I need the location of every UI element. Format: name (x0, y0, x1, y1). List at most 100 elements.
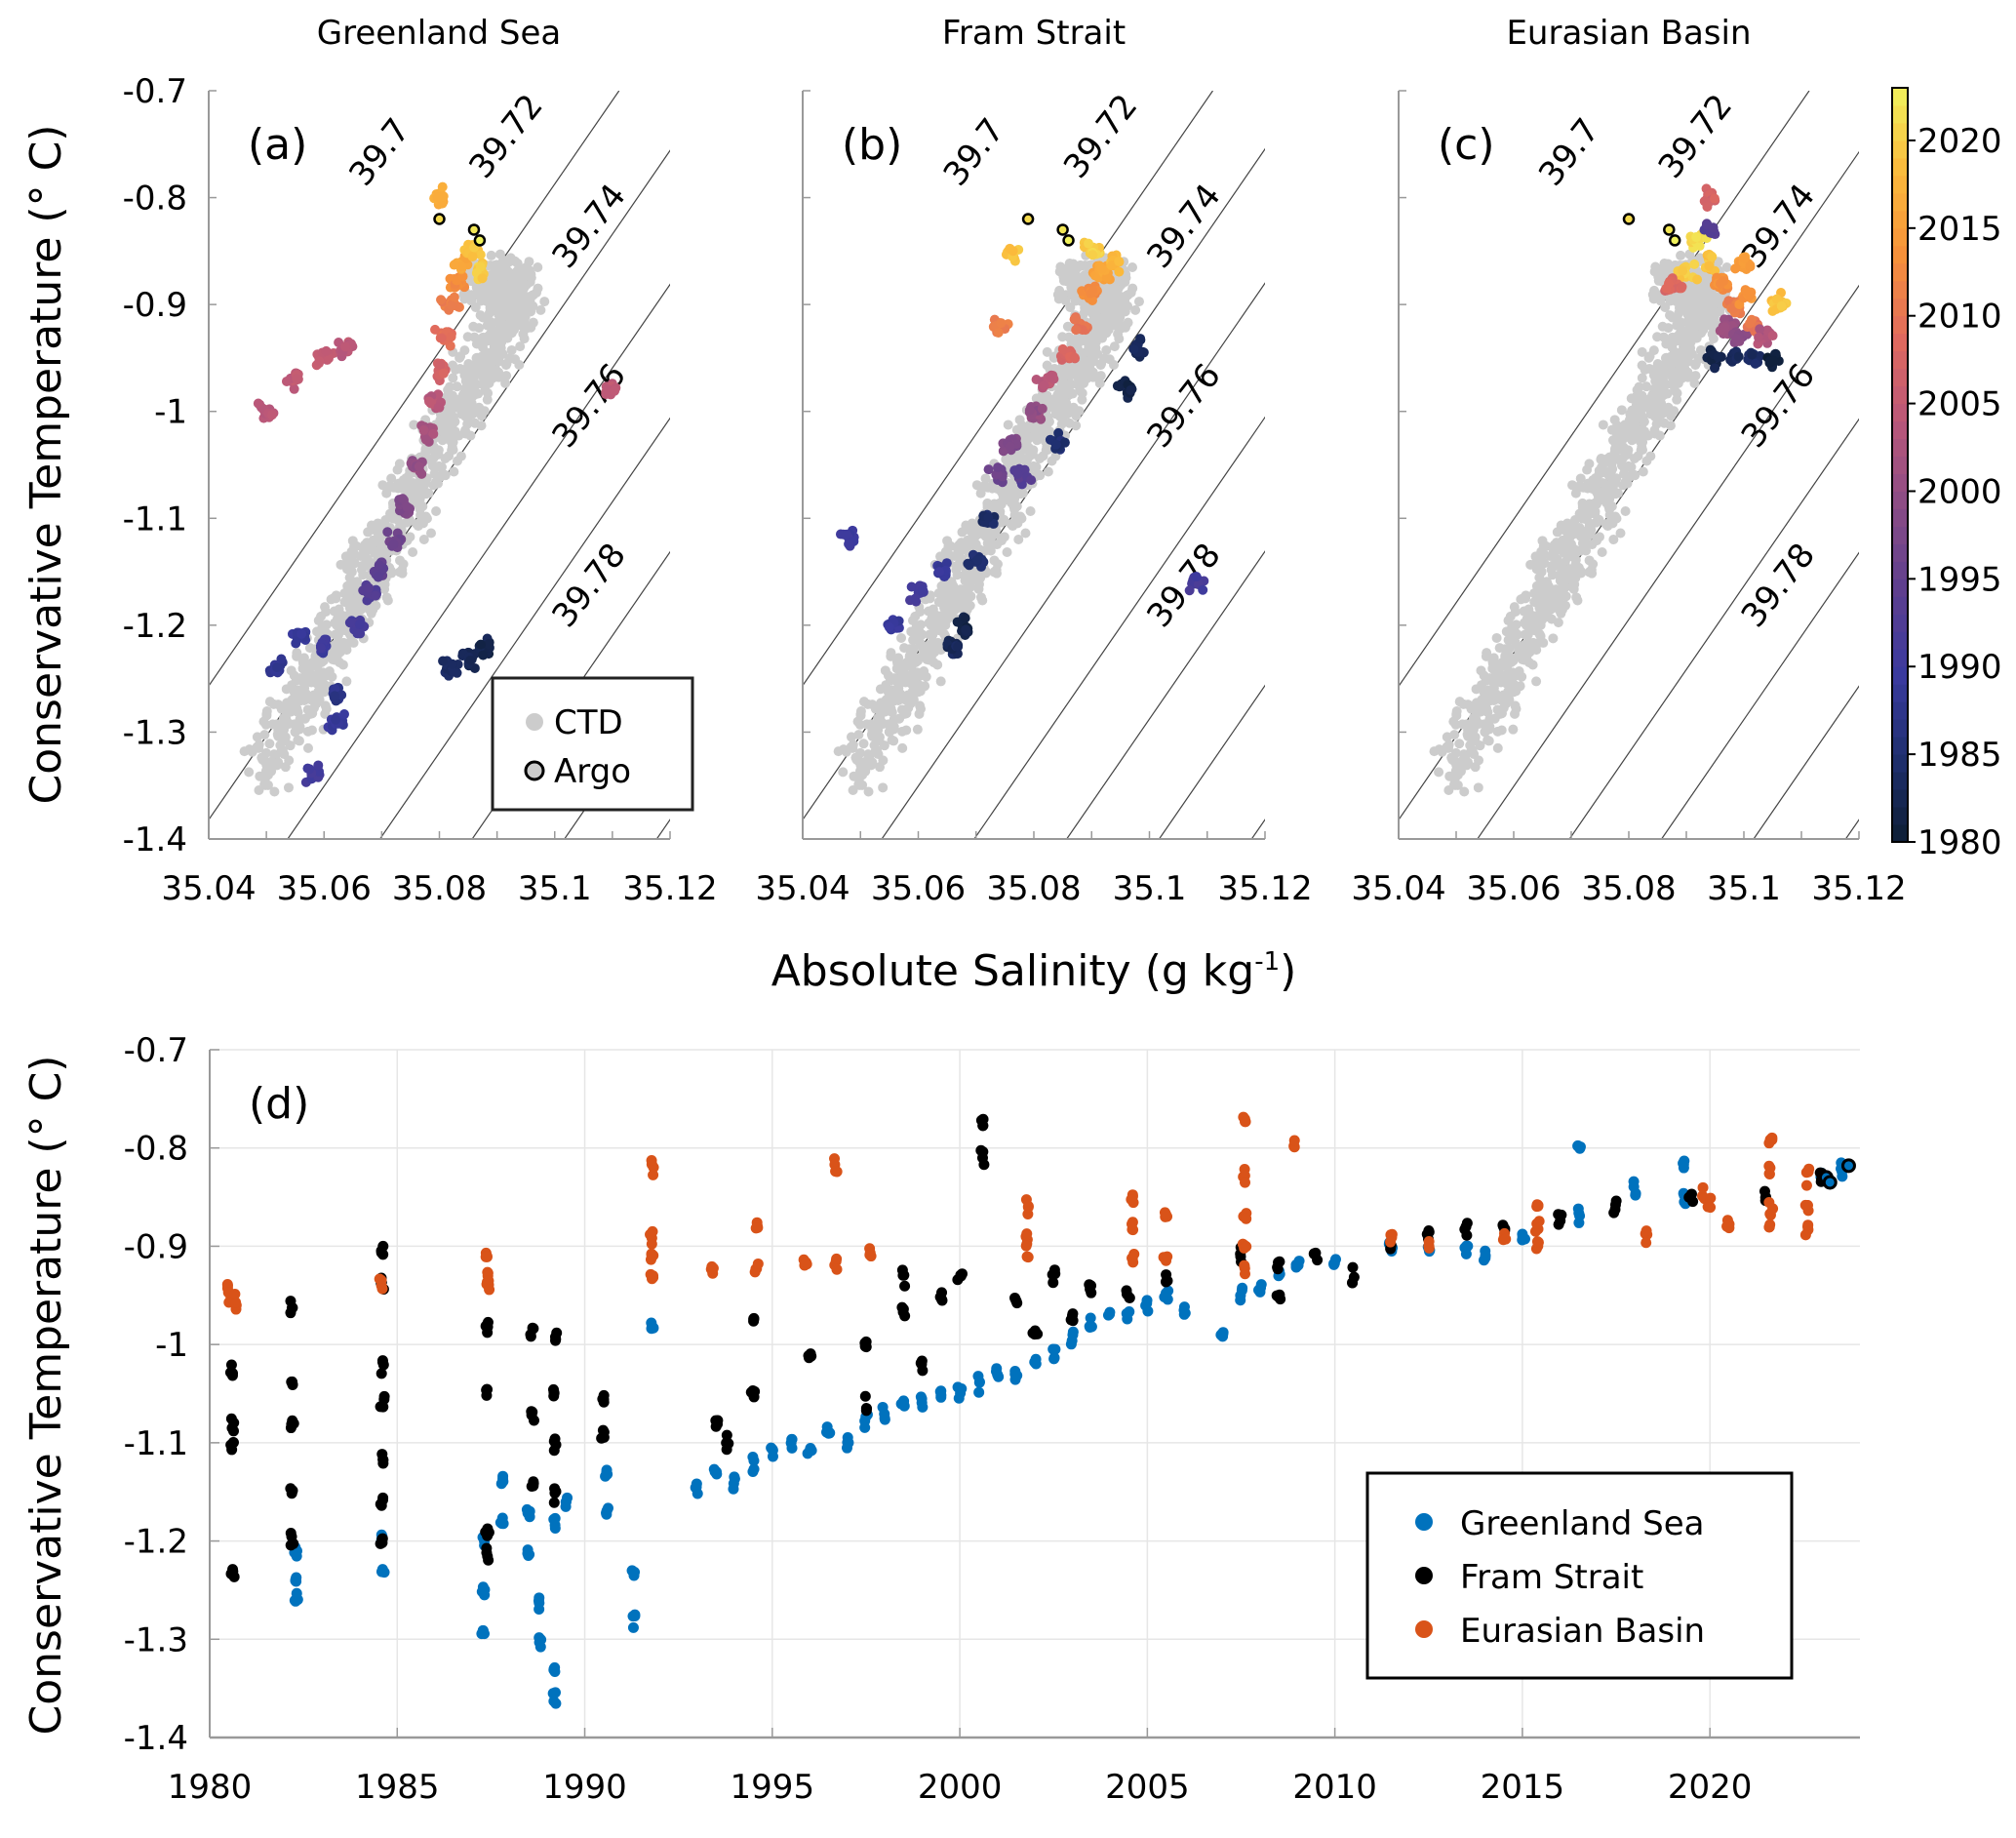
data-point (821, 1426, 833, 1438)
isopycnal-label: 39.72 (1056, 87, 1145, 185)
ctd-point (1537, 580, 1548, 591)
data-point (1572, 1203, 1584, 1215)
isopycnal-line (973, 416, 1265, 839)
x-tick-label: 35.12 (1217, 869, 1312, 908)
profile-point (1114, 266, 1125, 277)
ctd-point (1570, 555, 1581, 566)
ctd-point (1552, 559, 1562, 570)
ctd-point (1077, 387, 1087, 398)
ctd-point (1020, 528, 1031, 539)
ctd-point (1577, 500, 1588, 511)
profile-point (449, 666, 459, 677)
ctd-point (1498, 702, 1509, 713)
ctd-point (1467, 744, 1478, 755)
ctd-point (500, 378, 511, 388)
profile-point (1730, 263, 1741, 274)
ctd-point (1089, 310, 1100, 321)
ctd-point (264, 739, 275, 749)
ctd-point (1661, 352, 1672, 363)
profile-point (314, 356, 325, 367)
profile-point (456, 261, 467, 272)
ctd-point (1663, 323, 1674, 334)
ctd-point (871, 744, 882, 755)
ctd-point (292, 648, 302, 659)
ctd-point (899, 643, 910, 654)
ctd-point (1127, 261, 1137, 272)
panel-a-title: Greenland Sea (317, 14, 562, 53)
ctd-point (858, 739, 869, 749)
ctd-point (1514, 645, 1524, 656)
series-greenland-sea (289, 1139, 1848, 1709)
profile-point (906, 581, 917, 592)
data-point (496, 1518, 508, 1530)
ctd-point (1028, 460, 1039, 471)
ctd-point (286, 665, 296, 676)
bottom-ylabel: Conservative Temperature (° C) (21, 1056, 71, 1736)
ctd-point (1676, 250, 1686, 260)
profile-point (1135, 334, 1146, 344)
ctd-point (476, 420, 487, 431)
profile-point (438, 656, 449, 666)
ctd-point (1700, 292, 1711, 302)
profile-point (1713, 351, 1723, 362)
ctd-point (461, 382, 472, 393)
colorbar-segment (1892, 719, 1908, 738)
ctd-point (1587, 568, 1598, 579)
isopycnal-label: 39.78 (1139, 536, 1228, 634)
ctd-point (1620, 477, 1631, 488)
profile-point (1708, 222, 1719, 233)
ctd-point (473, 388, 484, 399)
profile-point (983, 512, 994, 523)
ctd-point (897, 742, 908, 753)
profile-point (414, 461, 424, 472)
colorbar-segment (1892, 157, 1908, 177)
ctd-point (379, 579, 390, 589)
ctd-point (1547, 570, 1558, 580)
profile-point (918, 584, 929, 595)
profile-point (438, 191, 449, 202)
argo-point (1062, 234, 1075, 247)
profile-point (435, 359, 446, 370)
ctd-point (855, 709, 866, 720)
ctd-point (1608, 535, 1619, 545)
ctd-point (1031, 393, 1042, 404)
ctd-point (1054, 285, 1065, 296)
ctd-point (373, 518, 383, 529)
profile-point (1050, 439, 1061, 450)
ctd-point (894, 713, 905, 724)
ctd-point (1565, 539, 1576, 549)
ctd-point (462, 370, 473, 380)
data-point (877, 1401, 889, 1413)
panel-d: 1980 1985 1990 1995 2000 2005 2010 2015 2020-0.7… (124, 1031, 1860, 1807)
ctd-point (269, 749, 280, 760)
data-point (1065, 1339, 1077, 1350)
ctd-point (1064, 258, 1075, 268)
ctd-point (1604, 482, 1615, 493)
colorbar-segment (1892, 772, 1908, 790)
profile-point (972, 554, 983, 565)
ctd-point (912, 724, 923, 735)
ctd-point (426, 528, 437, 539)
ctd-point (1637, 346, 1647, 357)
profile-point (418, 424, 429, 435)
data-point (728, 1483, 739, 1495)
colorbar-segment (1892, 227, 1908, 247)
data-point (690, 1482, 701, 1494)
ctd-point (1675, 318, 1685, 329)
ctd-point (1638, 466, 1648, 477)
ctd-point (1093, 325, 1104, 336)
data-point (477, 1625, 489, 1637)
ctd-point (1459, 786, 1470, 797)
data-point (786, 1442, 798, 1454)
profile-point (447, 300, 457, 311)
colorbar-frame (1891, 87, 1909, 843)
argo-point (1668, 234, 1681, 247)
ctd-point (381, 592, 392, 603)
ctd-point (475, 310, 486, 321)
ctd-point (277, 744, 288, 755)
profile-point (291, 638, 301, 649)
ctd-point (1552, 527, 1562, 538)
profile-point (1084, 238, 1094, 249)
colorbar-tick-label: 1995 (1917, 560, 2002, 599)
colorbar-segment (1892, 385, 1908, 405)
